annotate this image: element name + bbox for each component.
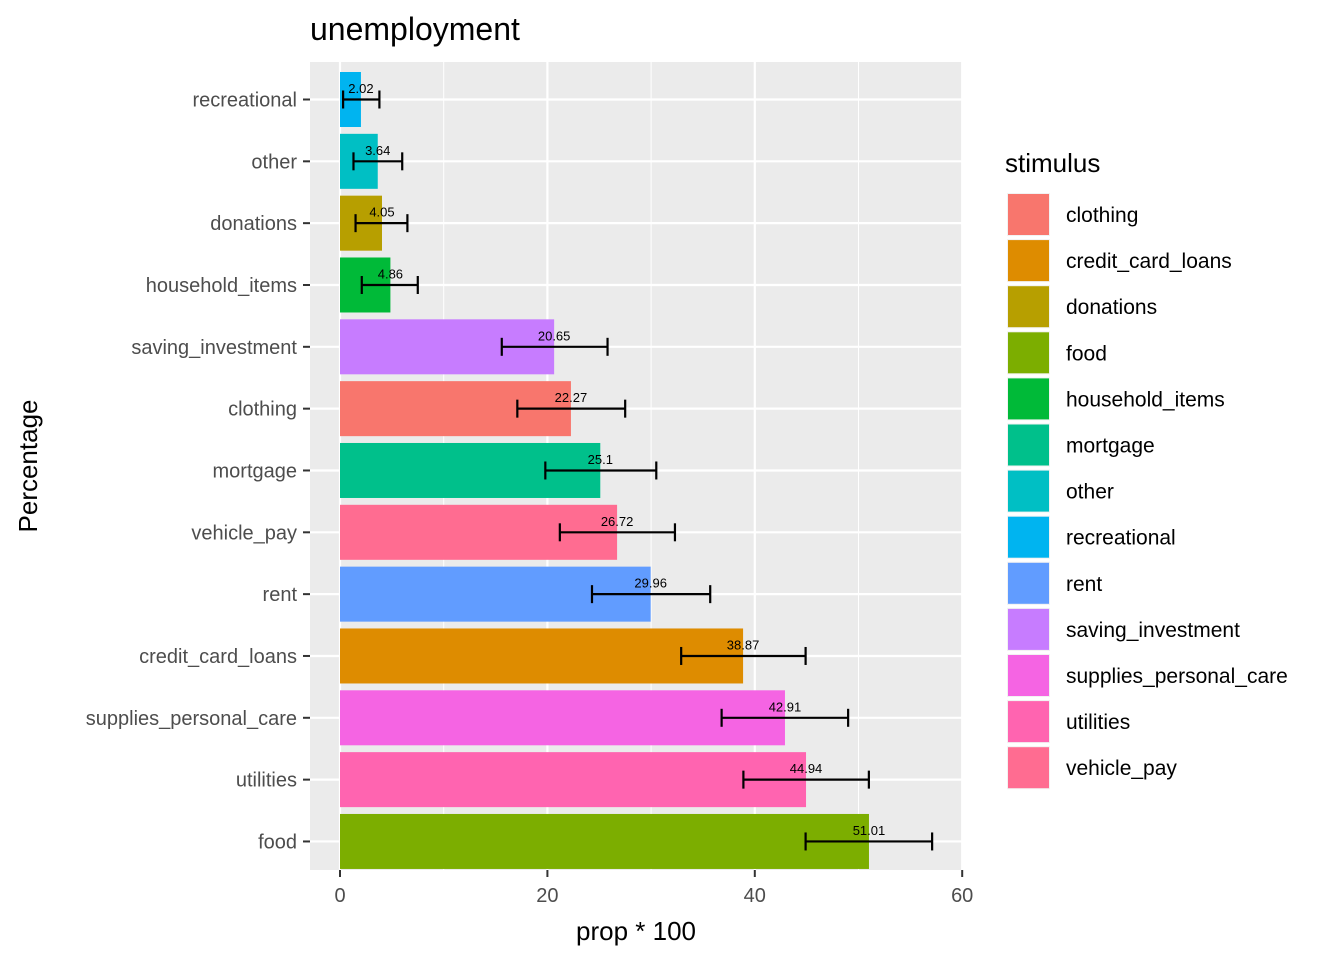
x-tick-label: 0 <box>334 885 345 907</box>
legend-swatch <box>1008 424 1049 466</box>
bar-supplies_personal_care <box>340 690 785 746</box>
legend-label: other <box>1066 481 1114 504</box>
data-label-supplies_personal_care: 42.91 <box>769 699 802 714</box>
data-label-recreational: 2.02 <box>348 81 373 96</box>
x-tick-label: 60 <box>951 885 973 907</box>
bar-utilities <box>340 752 807 808</box>
bar-food <box>340 813 869 869</box>
y-tick-label-supplies_personal_care: supplies_personal_care <box>86 708 297 730</box>
data-label-other: 3.64 <box>365 143 390 158</box>
errorbar-other <box>352 152 404 171</box>
legend-swatch <box>1008 286 1049 328</box>
y-tick-label-utilities: utilities <box>236 770 297 792</box>
data-label-vehicle_pay: 26.72 <box>601 514 634 529</box>
y-tick-label-household_items: household_items <box>146 275 297 297</box>
data-label-clothing: 22.27 <box>555 390 588 405</box>
legend-item-utilities: utilities <box>1007 700 1130 744</box>
legend-swatch <box>1008 655 1049 696</box>
errorbar-clothing <box>516 399 627 418</box>
legend-swatch <box>1008 608 1049 650</box>
errorbar-household_items <box>360 275 419 294</box>
legend-item-mortgage: mortgage <box>1007 423 1155 467</box>
y-tick-label-donations: donations <box>210 213 297 235</box>
y-tick-label-vehicle_pay: vehicle_pay <box>191 522 297 544</box>
x-axis-title: prop * 100 <box>576 916 696 946</box>
errorbar-supplies_personal_care <box>720 708 850 727</box>
legend-item-clothing: clothing <box>1007 193 1138 236</box>
data-label-food: 51.01 <box>853 823 886 838</box>
y-axis-title: Percentage <box>13 400 43 533</box>
y-tick-label-mortgage: mortgage <box>213 460 298 482</box>
legend-item-supplies_personal_care: supplies_personal_care <box>1007 654 1288 697</box>
legend-title: stimulus <box>1005 148 1100 178</box>
legend-item-other: other <box>1007 469 1114 513</box>
legend-swatch <box>1008 332 1049 374</box>
legend-item-saving_investment: saving_investment <box>1007 607 1240 651</box>
legend-swatch <box>1008 194 1049 235</box>
errorbar-food <box>804 832 934 851</box>
errorbar-vehicle_pay <box>558 523 677 542</box>
data-label-donations: 4.05 <box>369 205 394 220</box>
y-tick-label-recreational: recreational <box>192 90 297 112</box>
y-tick-label-credit_card_loans: credit_card_loans <box>139 646 297 668</box>
legend-label: household_items <box>1066 388 1225 411</box>
legend-label: food <box>1066 342 1107 365</box>
legend-label: vehicle_pay <box>1066 757 1177 780</box>
legend-label: recreational <box>1066 527 1176 550</box>
data-label-utilities: 44.94 <box>790 761 823 776</box>
legend-item-food: food <box>1007 331 1107 375</box>
legend-label: saving_investment <box>1066 619 1240 642</box>
legend-label: utilities <box>1066 711 1130 734</box>
legend-item-credit_card_loans: credit_card_loans <box>1007 239 1232 283</box>
data-label-saving_investment: 20.65 <box>538 328 571 343</box>
y-tick-label-other: other <box>251 151 297 173</box>
legend-swatch <box>1008 378 1049 420</box>
legend-swatch <box>1008 470 1049 512</box>
data-label-household_items: 4.86 <box>378 266 403 281</box>
legend-label: credit_card_loans <box>1066 250 1232 273</box>
legend-swatch <box>1008 562 1049 604</box>
legend-item-recreational: recreational <box>1007 515 1176 559</box>
errorbar-recreational <box>342 90 381 109</box>
legend-swatch <box>1008 516 1049 558</box>
legend-swatch <box>1008 701 1049 743</box>
legend-label: mortgage <box>1066 435 1155 458</box>
data-label-mortgage: 25.1 <box>588 452 613 467</box>
legend-label: supplies_personal_care <box>1066 665 1288 688</box>
legend-item-vehicle_pay: vehicle_pay <box>1007 746 1177 790</box>
legend-item-donations: donations <box>1007 285 1157 329</box>
errorbar-utilities <box>742 770 870 789</box>
legend-label: clothing <box>1066 204 1138 227</box>
errorbar-credit_card_loans <box>680 646 807 665</box>
legend-item-rent: rent <box>1007 561 1102 605</box>
bar-credit_card_loans <box>340 628 744 684</box>
legend-label: donations <box>1066 296 1157 319</box>
y-tick-label-rent: rent <box>263 584 298 606</box>
y-tick-label-clothing: clothing <box>228 399 297 421</box>
legend-swatch <box>1008 240 1049 282</box>
chart-title: unemployment <box>310 11 520 47</box>
errorbar-donations <box>354 214 409 233</box>
errorbar-rent <box>590 585 712 604</box>
data-label-rent: 29.96 <box>634 576 667 591</box>
legend-label: rent <box>1066 573 1102 596</box>
y-tick-label-food: food <box>258 831 297 853</box>
x-tick-label: 40 <box>744 885 766 907</box>
x-tick-label: 20 <box>536 885 558 907</box>
data-label-credit_card_loans: 38.87 <box>727 637 760 652</box>
legend-swatch <box>1008 747 1049 789</box>
legend-item-household_items: household_items <box>1007 377 1225 421</box>
errorbar-mortgage <box>544 461 658 480</box>
y-tick-label-saving_investment: saving_investment <box>131 337 297 359</box>
errorbar-saving_investment <box>500 337 609 356</box>
